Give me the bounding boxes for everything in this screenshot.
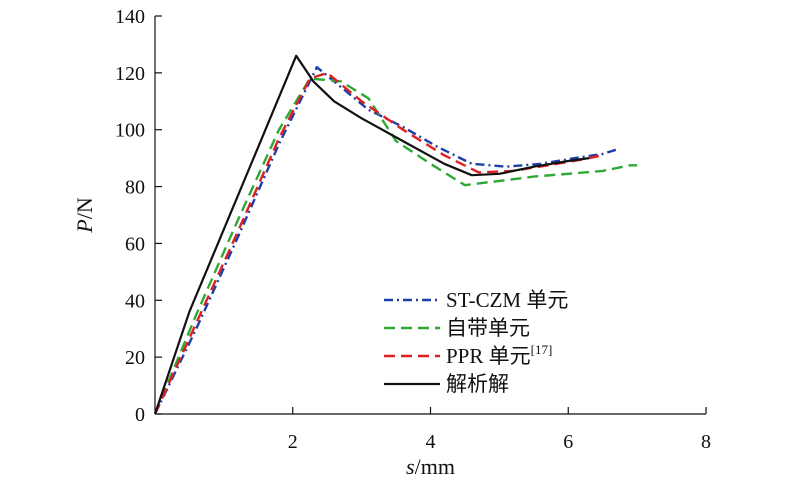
ticks: 0 20 40 60 80 100 120 140 2 4 6 8 <box>115 6 711 453</box>
series-line-1 <box>153 77 638 415</box>
axes <box>154 16 706 415</box>
legend-series-name: ST-CZM 单元 <box>446 288 568 312</box>
y-tick-label: 60 <box>125 233 145 255</box>
y-tick-label: 40 <box>125 290 145 312</box>
y-tick-label: 100 <box>115 120 145 142</box>
x-axis-title-symbol: s <box>406 454 415 479</box>
x-axis-title: s/mm <box>406 454 455 479</box>
series-lines <box>153 54 638 415</box>
y-tick-label: 120 <box>115 63 145 85</box>
series-line-0 <box>153 65 617 415</box>
legend-entry-label: ST-CZM 单元 <box>446 288 568 312</box>
legend-series-name: PPR 单元 <box>446 344 531 368</box>
y-tick-label: 140 <box>115 6 145 28</box>
x-axis-title-unit: /mm <box>415 454 455 479</box>
legend-entry-label: 自带单元 <box>446 316 530 340</box>
y-tick-label: 0 <box>135 404 145 426</box>
y-tick-label: 20 <box>125 347 145 369</box>
x-tick-label: 8 <box>701 431 711 453</box>
legend-series-name: 自带单元 <box>446 316 530 340</box>
series-line-2 <box>153 71 603 415</box>
legend-entry-label: 解析解 <box>446 372 509 396</box>
legend-series-name: 解析解 <box>446 372 509 396</box>
series-line-3 <box>153 54 590 415</box>
x-tick-label: 2 <box>288 431 298 453</box>
x-tick-label: 4 <box>426 431 436 453</box>
y-axis-title-unit: /N <box>72 197 97 219</box>
x-tick-label: 6 <box>563 431 573 453</box>
y-tick-label: 80 <box>125 177 145 199</box>
y-axis-title: P/N <box>72 197 97 234</box>
y-axis-title-symbol: P <box>72 219 97 233</box>
legend-entry-label: PPR 单元[17] <box>446 342 552 368</box>
legend-citation: [17] <box>531 342 553 357</box>
